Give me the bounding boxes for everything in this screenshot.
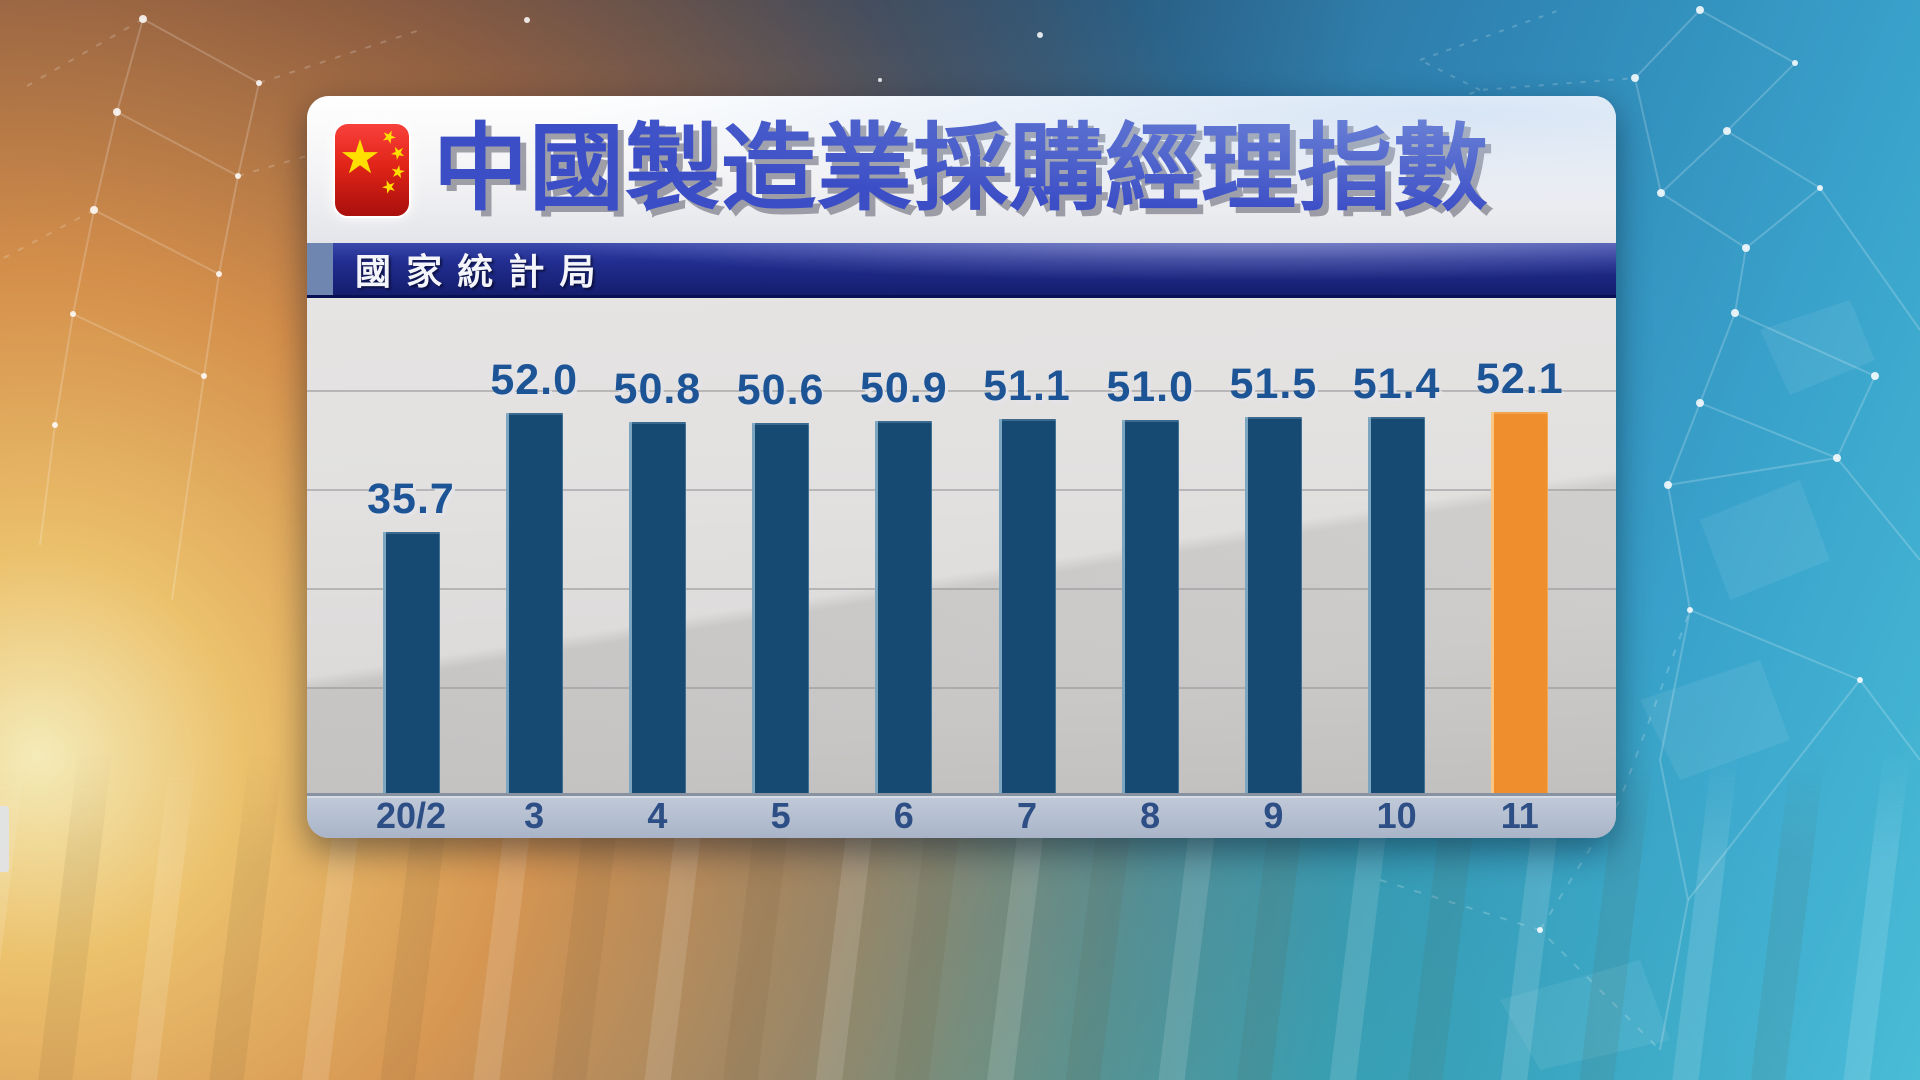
bar (1121, 420, 1179, 793)
bar-value-label: 50.6 (736, 366, 825, 414)
bar-value-label: 50.8 (613, 365, 702, 413)
chart-title: 中國製造業採購經理指數 (433, 116, 1490, 222)
x-axis-label: 4 (647, 794, 668, 836)
x-axis-label: 20/2 (375, 794, 447, 836)
bar (1368, 417, 1426, 793)
bar-value-label: 51.4 (1352, 360, 1441, 408)
bar-value-label: 51.5 (1229, 360, 1318, 408)
bar (998, 419, 1056, 793)
left-edge-fragment (0, 806, 9, 872)
bar-value-label: 51.1 (983, 362, 1071, 410)
gridline (307, 687, 1616, 689)
china-flag-icon (333, 121, 411, 218)
gridline (307, 390, 1616, 392)
plot-area: 35.7 52.0 50.8 50.6 50.9 51.1 51.0 51.5 51.4 52.1 (307, 298, 1616, 793)
bar (875, 421, 933, 793)
pmi-chart-panel: 中國製造業採購經理指數 國家統計局 35.7 52.0 50.8 50.6 50.9 51… (307, 96, 1616, 838)
bar-value-label: 52.0 (490, 356, 579, 404)
bar (752, 423, 810, 793)
bar-value-label: 35.7 (367, 475, 455, 523)
x-axis-label: 3 (524, 794, 545, 836)
x-axis-label: 5 (770, 794, 791, 836)
gridline (307, 489, 1616, 491)
x-axis-label: 10 (1376, 794, 1417, 836)
x-axis-label: 7 (1016, 794, 1038, 836)
bar (1244, 417, 1302, 793)
x-axis-label: 6 (893, 794, 914, 836)
bar-value-label: 52.1 (1475, 355, 1564, 403)
bar (505, 413, 563, 793)
title-bar: 中國製造業採購經理指數 (307, 96, 1616, 243)
source-bar: 國家統計局 (307, 243, 1616, 298)
bar-value-label: 50.9 (859, 364, 948, 412)
source-bar-accent-square (307, 243, 333, 295)
x-axis-label: 8 (1140, 794, 1161, 836)
x-axis: 20/2 3 4 5 6 7 8 9 10 11 (307, 793, 1616, 838)
bar (628, 422, 686, 793)
data-source-label: 國家統計局 (355, 251, 611, 292)
bar (382, 532, 440, 793)
gridline (307, 588, 1616, 590)
x-axis-label: 11 (1500, 794, 1539, 836)
bar-value-label: 51.0 (1106, 363, 1195, 411)
bar-highlighted (1491, 412, 1549, 793)
x-axis-label: 9 (1263, 794, 1284, 836)
